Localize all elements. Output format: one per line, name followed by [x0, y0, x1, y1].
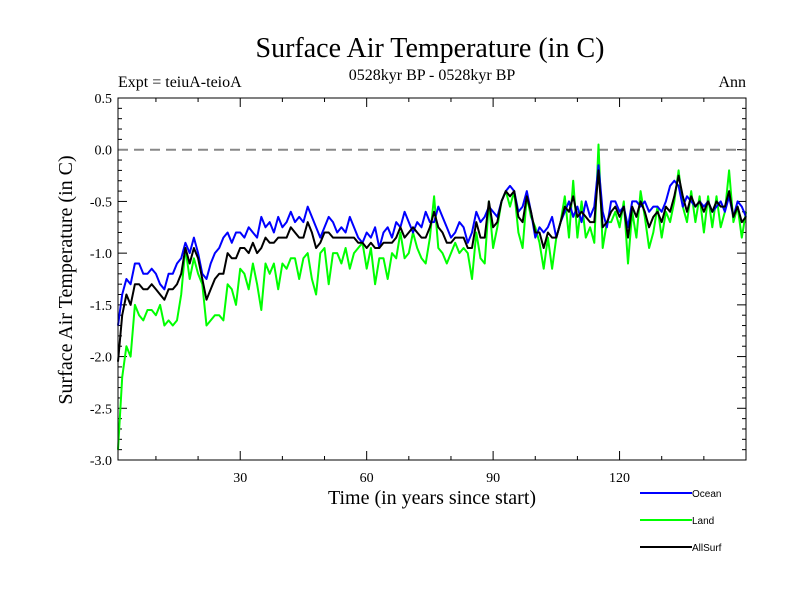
series-line-ocean: [117, 164, 747, 326]
experiment-label: Expt = teiuA-teioA: [118, 74, 242, 91]
y-tick-label: -2.5: [90, 402, 112, 417]
legend: Ocean Land AllSurf: [640, 489, 722, 554]
y-tick-label: 0.5: [95, 92, 113, 107]
x-tick-label: 90: [486, 471, 500, 486]
x-tick-label: 120: [609, 471, 630, 486]
legend-label: AllSurf: [692, 543, 722, 554]
legend-label: Land: [692, 516, 714, 527]
legend-label: Ocean: [692, 489, 721, 500]
x-tick-label: 30: [233, 471, 247, 486]
data-series: [117, 143, 747, 450]
y-tick-label: -0.5: [90, 195, 112, 210]
chart-subtitle: 0528kyr BP - 0528kyr BP: [349, 67, 516, 84]
series-line-land: [117, 143, 747, 450]
series-line-allsurf: [117, 169, 747, 362]
y-tick-label: -1.5: [90, 299, 112, 314]
x-axis-label: Time (in years since start): [328, 487, 536, 509]
season-label: Ann: [718, 74, 746, 91]
y-tick-label: -3.0: [90, 454, 112, 469]
y-tick-label: 0.0: [95, 144, 113, 159]
plot-frame: [117, 97, 747, 461]
x-axis-ticks: 30 60 90 120: [155, 98, 747, 486]
y-axis-ticks: 0.5 0.0 -0.5 -1.0 -1.5 -2.0 -2.5 -3.0: [90, 92, 746, 469]
y-tick-label: -2.0: [90, 351, 112, 366]
legend-item-allsurf: AllSurf: [640, 543, 722, 554]
legend-item-ocean: Ocean: [640, 489, 721, 500]
x-tick-label: 60: [360, 471, 374, 486]
y-tick-label: -1.0: [90, 247, 112, 262]
y-axis-label: Surface Air Temperature (in C): [55, 155, 77, 404]
chart-title: Surface Air Temperature (in C): [256, 33, 605, 64]
legend-item-land: Land: [640, 516, 714, 527]
